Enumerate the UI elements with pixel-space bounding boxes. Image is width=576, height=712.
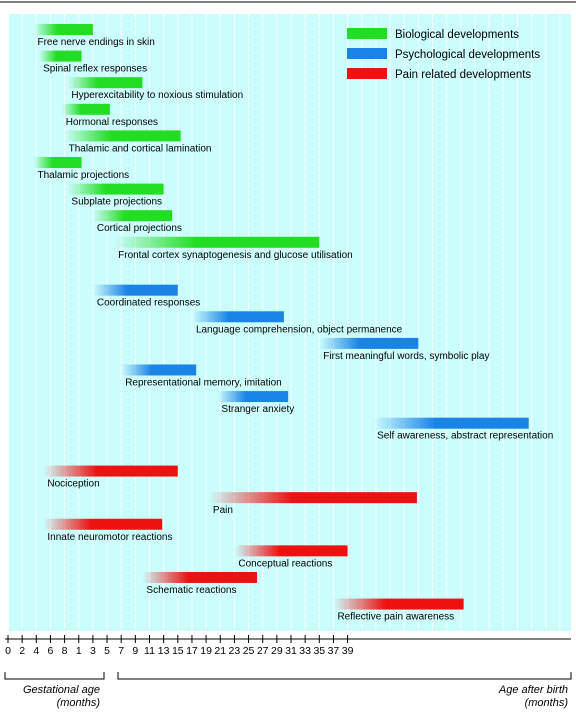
bar-pain	[333, 598, 464, 610]
bar-biological	[33, 24, 93, 35]
bar-label: Self awareness, abstract representation	[377, 431, 553, 442]
bar-pain	[43, 465, 178, 477]
bar-pain	[234, 545, 348, 557]
bar-label: Nociception	[47, 479, 99, 490]
bar-biological	[61, 103, 110, 115]
tick-label: 21	[214, 645, 226, 657]
tick-label: 17	[186, 645, 198, 657]
tick-label: 4	[33, 645, 39, 657]
postnatal-bracket	[117, 672, 572, 680]
tick-label: 7	[118, 645, 124, 657]
postnatal-caption: Age after birth	[498, 684, 568, 696]
bar-psychological	[191, 311, 284, 323]
tick-label: 35	[313, 645, 325, 657]
postnatal-caption-unit: (months)	[525, 697, 569, 709]
bar-label: Representational memory, imitation	[125, 377, 282, 388]
legend-label: Psychological developments	[395, 49, 540, 61]
tick-label: 0	[5, 645, 11, 657]
tick-label: 29	[271, 645, 283, 657]
bar-label: Conceptual reactions	[238, 558, 332, 569]
bar-psychological	[319, 337, 419, 349]
tick-label: 37	[328, 645, 340, 657]
legend-label: Biological developments	[395, 29, 519, 41]
bar-label: Hormonal responses	[66, 117, 158, 128]
tick-label: 11	[144, 645, 155, 657]
tick-label: 2	[19, 645, 25, 657]
tick-label: 23	[229, 645, 241, 657]
bar-psychological	[121, 364, 197, 376]
bar-biological	[67, 77, 143, 89]
tick-label: 8	[62, 645, 68, 657]
bar-label: Stranger anxiety	[221, 404, 294, 415]
bar-label: Thalamic projections	[37, 170, 129, 181]
tick-label: 6	[48, 645, 54, 657]
tick-label: 9	[132, 645, 138, 657]
bar-label: Innate neuromotor reactions	[47, 532, 172, 543]
tick-label: 27	[257, 645, 269, 657]
bar-label: Language comprehension, object permanenc…	[196, 324, 403, 335]
gestational-bracket	[4, 672, 105, 680]
bar-biological	[92, 210, 173, 222]
tick-label: 33	[299, 645, 311, 657]
tick-label: 39	[342, 645, 354, 657]
bar-psychological	[373, 417, 529, 429]
tick-label: 13	[158, 645, 170, 657]
bar-biological	[33, 157, 82, 168]
tick-label: 3	[90, 645, 96, 657]
bar-biological	[114, 236, 320, 248]
x-axis: 0 2 4 6 8 1 3 5 7 9 11 13 15 17 19 21 23 25 27 29 31 33 35 37 39…	[4, 635, 572, 709]
bar-label: Frontal cortex synaptogenesis and glucos…	[118, 250, 353, 261]
bar-biological	[64, 130, 181, 142]
legend-label: Pain related developments	[395, 69, 531, 81]
legend-swatch-psychological	[347, 48, 387, 59]
tick-label: 19	[200, 645, 212, 657]
legend-swatch-pain	[347, 68, 387, 79]
bar-psychological	[217, 391, 289, 403]
bar-label: Spinal reflex responses	[43, 64, 147, 75]
bar-label: Reflective pain awareness	[337, 612, 454, 623]
legend-swatch-biological	[347, 28, 387, 39]
bar-label: Subplate projections	[71, 197, 162, 208]
bar-label: Hyperexcitability to noxious stimulation	[71, 90, 243, 101]
bar-label: Pain	[213, 505, 233, 516]
bar-biological	[67, 183, 164, 195]
bar-pain	[43, 518, 163, 530]
bar-label: Thalamic and cortical lamination	[69, 143, 212, 154]
bar-label: Free nerve endings in skin	[37, 37, 154, 48]
bar-label: Cortical projections	[97, 223, 182, 234]
bar-biological	[39, 50, 82, 62]
tick-label: 15	[172, 645, 184, 657]
gridlines	[21, 14, 561, 631]
legend: Biological developments Psychological dev…	[347, 28, 540, 81]
bar-pain	[142, 571, 258, 583]
bar-pain	[208, 492, 417, 504]
gestational-caption-unit: (months)	[57, 697, 101, 709]
tick-label: 25	[243, 645, 255, 657]
bar-psychological	[92, 284, 178, 296]
bar-label: Schematic reactions	[146, 585, 236, 596]
tick-label: 5	[104, 645, 110, 657]
tick-label: 1	[76, 645, 82, 657]
tick-label: 31	[285, 645, 297, 657]
bar-label: First meaningful words, symbolic play	[323, 351, 489, 362]
bars-layer: Free nerve endings in skin Spinal reflex …	[33, 24, 553, 623]
bar-label: Coordinated responses	[97, 298, 200, 309]
gestational-caption: Gestational age	[23, 684, 100, 696]
